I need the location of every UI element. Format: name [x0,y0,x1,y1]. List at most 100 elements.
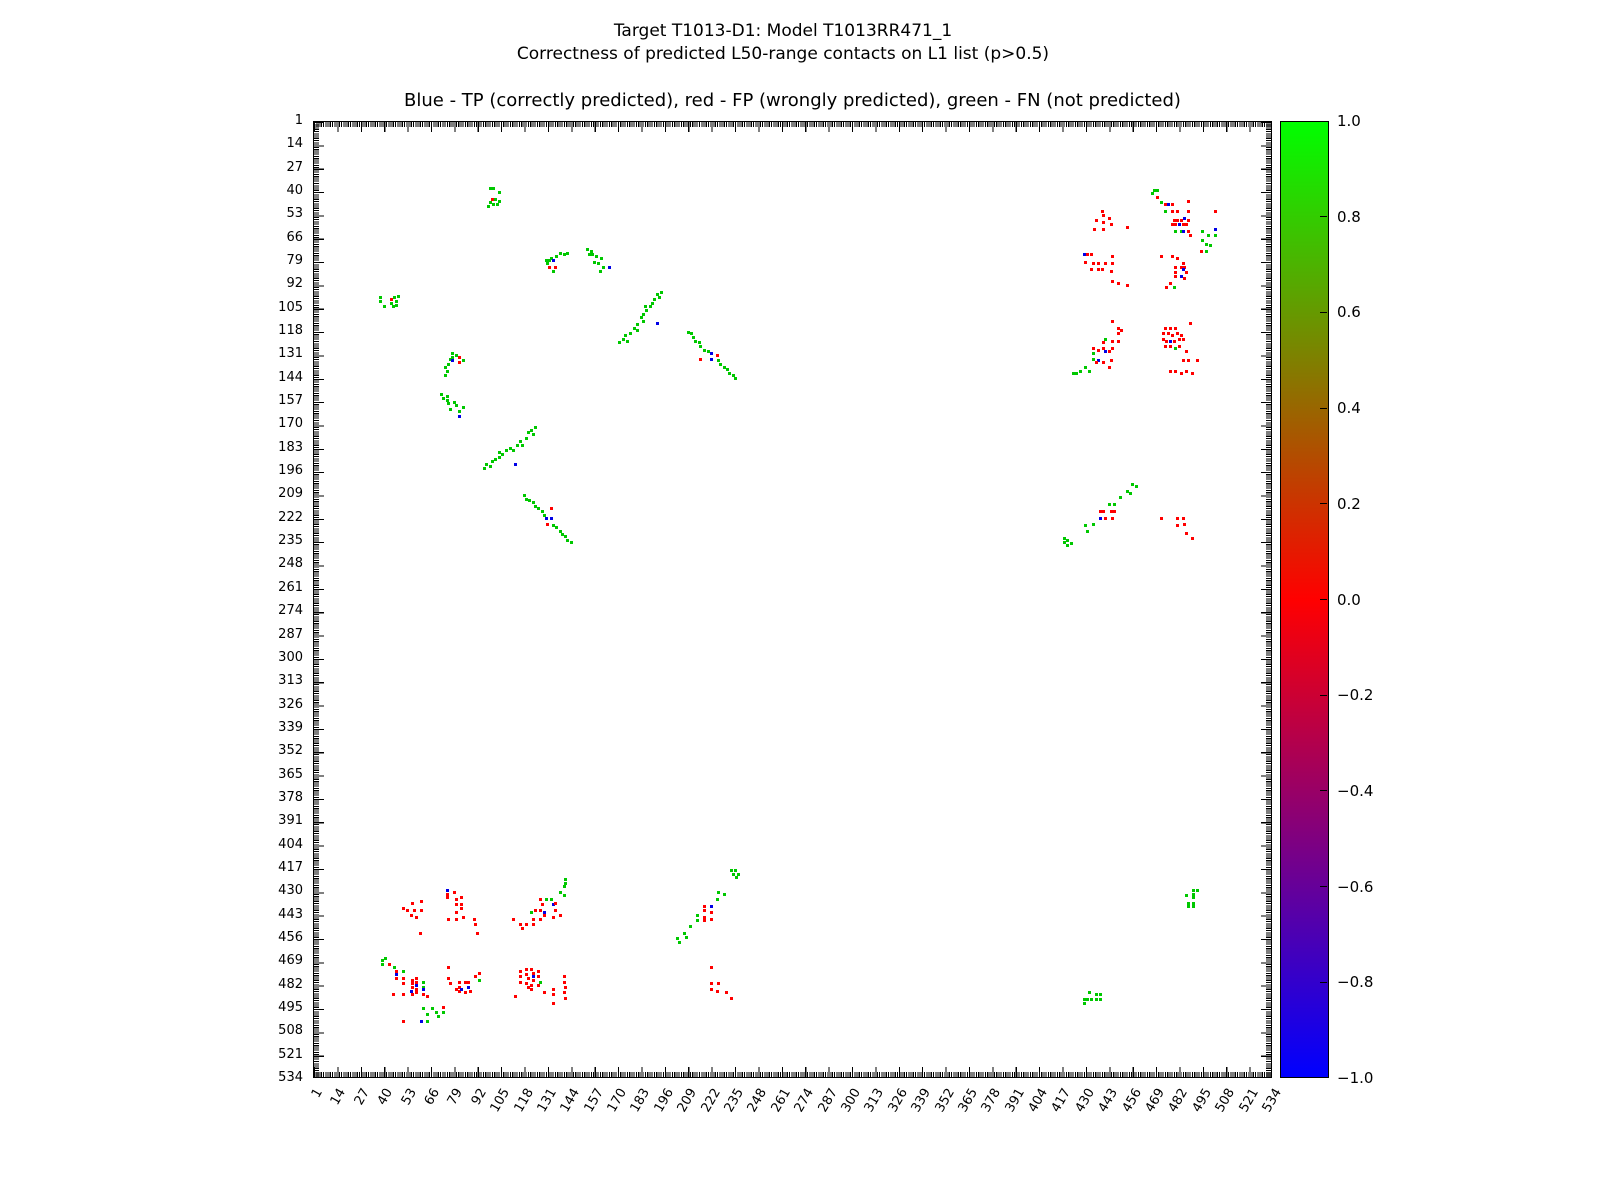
contact-dot [380,958,384,962]
contact-dot [544,517,548,521]
contact-dot [445,398,449,402]
contact-dot [406,908,410,912]
contact-dot [380,962,384,966]
contact-dot [532,971,535,975]
contact-dot [1107,217,1111,221]
contact-dot [1159,201,1163,205]
contact-dot [458,989,462,993]
contact-dot [542,910,546,914]
contact-dot [1174,271,1178,275]
contact-dot [395,976,399,980]
contact-dot [594,255,598,259]
contact-dot [702,915,706,919]
y-tick-label: 352 [278,743,303,759]
contact-dot [733,377,737,381]
contact-dot [1098,998,1102,1002]
contact-dot [1062,537,1066,541]
contact-dot [501,452,505,456]
contact-dot [445,395,449,399]
y-tick-label: 222 [278,509,303,525]
contact-dot [533,425,537,429]
contact-dot [1161,337,1165,341]
contact-dot [1183,522,1187,526]
contact-dot [1102,361,1106,365]
contact-dot [519,923,523,927]
colorbar-tick-label: 1.0 [1337,112,1361,130]
contact-dot [675,937,679,941]
contact-dot [458,985,462,989]
contact-dot [1165,285,1169,289]
contact-dot [451,359,455,363]
colorbar-tick-mark [1320,311,1327,313]
contact-dot [1179,371,1183,375]
contact-dot [1102,221,1106,225]
contact-dot [699,357,703,361]
contact-dot [1174,346,1178,350]
contact-dot [1096,267,1100,271]
contact-dot [1125,490,1129,494]
contact-dot [413,908,417,912]
contact-dot [395,303,399,307]
contact-dot [1125,283,1129,287]
y-tick-label: 1 [294,113,303,128]
contact-dot [1102,510,1106,514]
contact-dot [1190,371,1194,375]
contact-dot [485,463,489,467]
contact-dot [454,910,458,914]
colorbar-tick-mark [1320,216,1327,218]
contact-dot [402,1020,406,1024]
contact-dot [1168,370,1172,374]
contact-dot [436,1014,440,1018]
contact-dot [528,499,532,503]
contact-dot [422,987,426,991]
colorbar-tick-mark [1320,886,1327,888]
contact-dot [1098,517,1102,521]
contact-dot [523,493,526,497]
contact-dot [539,917,543,921]
contact-dot [494,197,498,201]
contact-dot [508,447,512,451]
contact-dot [1104,350,1108,354]
contact-dot [702,905,706,909]
contact-dot [447,362,451,366]
contact-dot [537,975,541,979]
contact-dot [1199,249,1203,253]
contact-dot [1100,210,1104,214]
contact-dot [415,991,419,995]
contact-dot [443,366,447,370]
contact-dot [1185,350,1189,354]
contact-dot [422,993,426,997]
contact-dot [1170,203,1174,207]
contact-dot [1174,274,1178,278]
y-tick-label: 196 [278,463,303,479]
contact-dot [1100,267,1104,271]
contact-dot [1172,219,1176,223]
contact-dot [539,897,543,901]
contact-dot [1102,346,1106,350]
contact-dot [537,506,541,510]
contact-dot [460,903,464,907]
contact-dot [706,350,710,354]
contact-dot [411,993,415,997]
contact-dot [505,449,509,453]
contact-dot [729,869,733,873]
contact-dot [699,344,703,348]
contact-dot [402,982,406,986]
contact-dot [643,305,647,309]
contact-dot [1082,253,1086,257]
contact-dot [585,247,589,251]
contact-dot [488,201,492,205]
colorbar-tick-label: −0.8 [1337,973,1374,992]
contact-dot [1109,269,1113,273]
contact-dot [551,1002,555,1006]
plot-area [313,121,1272,1078]
contact-dot [566,538,570,542]
contact-dot [636,328,640,332]
contact-dot [454,404,458,408]
contact-dot [530,910,534,914]
contact-dot [702,908,706,912]
contact-dot [1095,993,1099,997]
contact-dot [618,341,622,345]
y-tick-label: 287 [278,626,303,642]
